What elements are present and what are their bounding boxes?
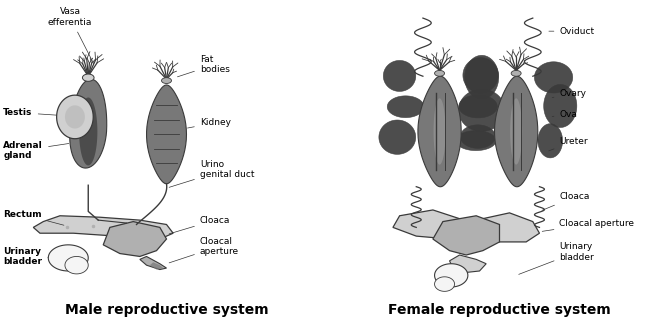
- Polygon shape: [103, 222, 166, 256]
- Text: Ureter: Ureter: [549, 137, 588, 151]
- Polygon shape: [393, 210, 466, 239]
- Text: Oviduct: Oviduct: [549, 27, 595, 36]
- Ellipse shape: [434, 70, 445, 76]
- Text: Urinary
bladder: Urinary bladder: [3, 247, 55, 266]
- Polygon shape: [57, 95, 93, 139]
- Polygon shape: [450, 255, 486, 272]
- Text: Ova: Ova: [552, 109, 577, 119]
- Polygon shape: [476, 213, 539, 242]
- Text: Cloacal aperture: Cloacal aperture: [542, 219, 635, 231]
- Polygon shape: [79, 98, 97, 165]
- Text: Cloaca: Cloaca: [542, 193, 590, 210]
- Text: Vasa
efferentia: Vasa efferentia: [48, 7, 94, 64]
- Text: Urinary
bladder: Urinary bladder: [519, 242, 594, 274]
- Polygon shape: [543, 84, 577, 128]
- Polygon shape: [538, 124, 563, 158]
- Polygon shape: [459, 89, 505, 131]
- Polygon shape: [459, 95, 498, 118]
- Polygon shape: [534, 62, 573, 93]
- Text: Fat
bodies: Fat bodies: [177, 55, 230, 77]
- Text: Adrenal
gland: Adrenal gland: [3, 141, 69, 160]
- Text: Cloaca: Cloaca: [169, 216, 230, 234]
- Polygon shape: [147, 85, 186, 184]
- Polygon shape: [433, 216, 500, 255]
- Text: Cloacal
aperture: Cloacal aperture: [169, 236, 239, 263]
- Polygon shape: [435, 264, 468, 287]
- Polygon shape: [65, 256, 88, 274]
- Polygon shape: [495, 76, 538, 187]
- Text: Testis: Testis: [3, 108, 59, 117]
- Text: Rectum: Rectum: [3, 210, 64, 225]
- Polygon shape: [49, 245, 88, 271]
- Polygon shape: [434, 98, 446, 165]
- Polygon shape: [435, 277, 454, 291]
- Polygon shape: [456, 130, 496, 151]
- Polygon shape: [387, 96, 424, 118]
- Polygon shape: [510, 98, 522, 165]
- Ellipse shape: [161, 78, 172, 83]
- Polygon shape: [150, 262, 163, 269]
- Polygon shape: [70, 79, 107, 168]
- Polygon shape: [460, 125, 496, 148]
- Polygon shape: [463, 57, 498, 93]
- Polygon shape: [140, 256, 166, 269]
- Polygon shape: [65, 105, 85, 129]
- Polygon shape: [384, 60, 416, 91]
- Polygon shape: [418, 76, 461, 187]
- Polygon shape: [379, 120, 416, 154]
- Ellipse shape: [83, 74, 94, 81]
- Ellipse shape: [511, 70, 521, 76]
- Text: Kidney: Kidney: [188, 118, 231, 128]
- Polygon shape: [465, 55, 499, 99]
- Text: Ovary: Ovary: [552, 89, 587, 98]
- Text: Female reproductive system: Female reproductive system: [388, 303, 611, 317]
- Text: Male reproductive system: Male reproductive system: [65, 303, 268, 317]
- Polygon shape: [33, 216, 173, 239]
- Text: Urino
genital duct: Urino genital duct: [169, 160, 254, 187]
